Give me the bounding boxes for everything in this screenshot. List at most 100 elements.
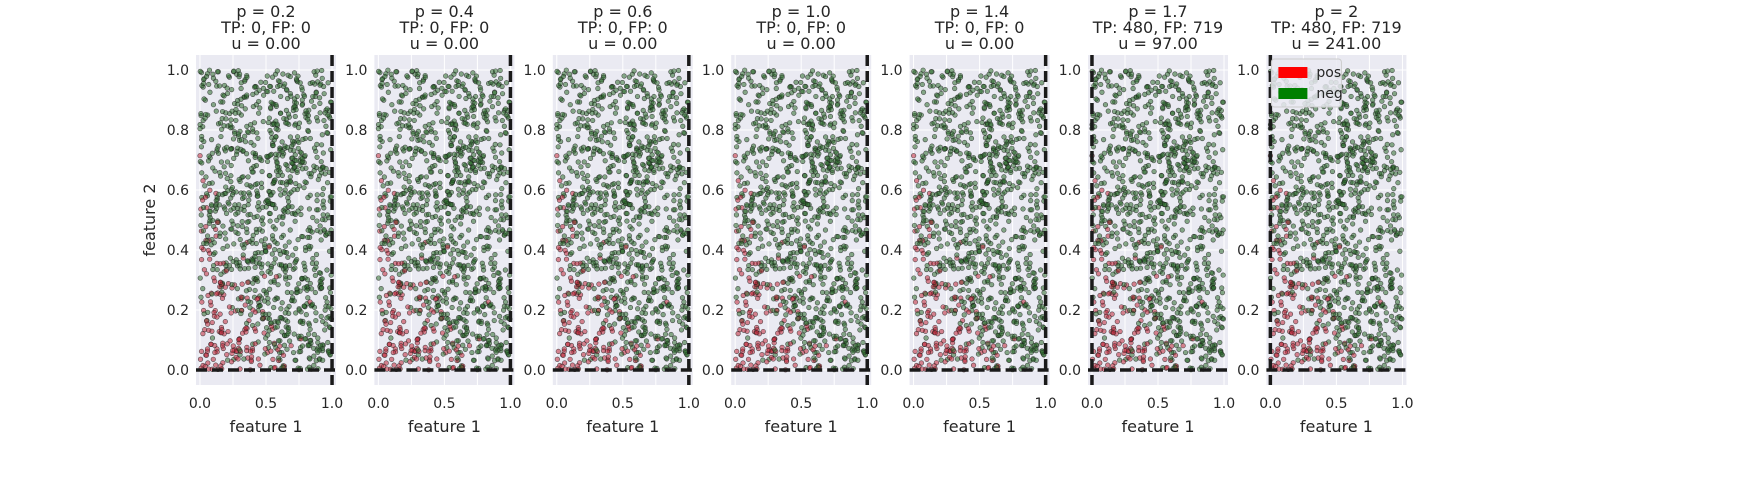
point-neg [285, 281, 291, 287]
point-neg [801, 119, 807, 126]
point-neg [680, 165, 686, 172]
point-neg [445, 115, 451, 121]
point-neg [243, 288, 249, 294]
point-neg [445, 286, 451, 292]
point-neg [305, 194, 311, 201]
point-neg [831, 281, 837, 287]
point-neg [245, 174, 251, 180]
point-neg [799, 73, 806, 79]
point-neg [820, 281, 826, 287]
point-pos [395, 311, 402, 317]
y-tick-label: 1.0 [167, 63, 189, 79]
point-pos [816, 352, 822, 358]
point-neg [783, 312, 789, 318]
point-neg [257, 303, 263, 309]
point-neg [454, 355, 460, 361]
point-pos [554, 356, 560, 362]
point-neg [433, 321, 439, 327]
point-neg [770, 307, 776, 313]
point-neg [472, 286, 478, 292]
x-tick-label: 1.0 [678, 396, 700, 412]
point-neg [666, 301, 672, 307]
point-pos [560, 271, 566, 277]
point-neg [489, 362, 495, 368]
point-neg [620, 291, 626, 297]
point-neg [271, 260, 277, 266]
point-neg [293, 107, 299, 113]
point-neg [466, 93, 472, 99]
point-neg [286, 239, 292, 245]
point-neg [480, 336, 486, 342]
point-neg [842, 280, 849, 287]
point-neg [471, 211, 477, 217]
point-neg [766, 205, 772, 211]
point-neg [654, 80, 660, 86]
point-neg [443, 261, 450, 267]
points [375, 67, 513, 373]
point-neg [415, 266, 422, 272]
point-neg [577, 223, 583, 229]
point-neg [827, 70, 833, 76]
point-neg [598, 266, 605, 272]
point-pos [396, 279, 402, 285]
point-pos [430, 325, 436, 332]
point-neg [416, 236, 422, 243]
point-neg [281, 115, 287, 122]
point-neg [437, 168, 444, 175]
point-neg [598, 245, 604, 251]
point-pos [753, 279, 759, 285]
point-neg [213, 205, 220, 211]
point-neg [751, 191, 757, 198]
point-neg [451, 256, 457, 262]
point-neg [317, 95, 323, 101]
point-neg [422, 226, 428, 232]
point-pos [273, 274, 279, 280]
point-neg [819, 120, 825, 126]
point-neg [275, 172, 281, 179]
point-pos [787, 325, 793, 332]
point-neg [646, 295, 653, 301]
point-neg [679, 307, 685, 313]
point-neg [466, 134, 472, 140]
point-neg [734, 144, 740, 150]
point-neg [276, 355, 282, 361]
point-neg [451, 134, 457, 140]
point-pos [210, 356, 216, 362]
point-neg [1026, 310, 1033, 316]
point-neg [766, 155, 772, 161]
point-neg [488, 79, 494, 86]
point-neg [265, 295, 271, 302]
point-neg [250, 280, 256, 286]
point-pos [405, 304, 411, 310]
point-neg [248, 139, 254, 146]
point-neg [571, 146, 577, 152]
y-tick-label: 0.6 [524, 183, 546, 199]
point-pos [252, 309, 258, 315]
point-neg [844, 98, 850, 104]
point-neg [844, 260, 851, 266]
point-neg [313, 317, 319, 324]
point-pos [243, 325, 249, 331]
point-neg [822, 134, 829, 140]
point-neg [770, 230, 776, 237]
point-pos [752, 311, 758, 317]
point-neg [575, 99, 581, 105]
point-neg [319, 75, 325, 81]
point-neg [806, 304, 812, 311]
point-pos [205, 292, 211, 299]
point-neg [787, 84, 793, 90]
point-neg [555, 212, 561, 218]
point-pos [595, 294, 601, 300]
point-neg [485, 356, 491, 362]
point-neg [256, 207, 262, 213]
point-pos [398, 295, 404, 301]
point-neg [465, 338, 471, 344]
point-neg [441, 249, 447, 255]
point-neg [751, 202, 758, 208]
point-neg [672, 207, 678, 213]
x-axis-label: feature 1 [229, 417, 302, 436]
point-neg [598, 203, 604, 210]
x-tick-label: 1.0 [856, 396, 878, 412]
point-neg [250, 91, 256, 97]
point-neg [222, 206, 228, 212]
